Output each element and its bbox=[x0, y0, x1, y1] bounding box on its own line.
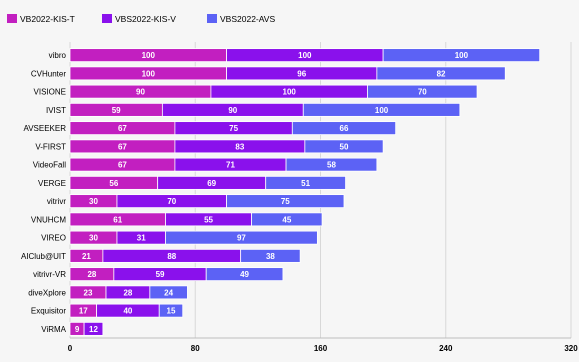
category-label: vitrivr-VR bbox=[33, 270, 66, 279]
bar-segment bbox=[304, 139, 384, 154]
data-label: 45 bbox=[282, 215, 291, 224]
bar-segment bbox=[265, 175, 346, 190]
category-label: CVHunter bbox=[31, 69, 66, 78]
x-tick-label: 80 bbox=[191, 344, 200, 353]
data-label: 56 bbox=[109, 179, 118, 188]
category-label: Exquisitor bbox=[31, 307, 66, 316]
data-label: 15 bbox=[167, 307, 176, 316]
data-label: 97 bbox=[237, 234, 246, 243]
data-label: 55 bbox=[204, 215, 213, 224]
data-label: 70 bbox=[167, 197, 176, 206]
data-label: 12 bbox=[89, 325, 98, 334]
data-label: 28 bbox=[123, 288, 132, 297]
legend-swatch bbox=[207, 14, 217, 23]
data-label: 17 bbox=[79, 307, 88, 316]
category-label: VISIONE bbox=[34, 88, 66, 97]
category-label: vibro bbox=[49, 51, 67, 60]
bar-segment bbox=[376, 66, 506, 81]
bar-segment bbox=[226, 194, 345, 209]
category-label: VIREO bbox=[41, 234, 66, 243]
category-label: V-FIRST bbox=[35, 142, 66, 151]
bar-segment bbox=[158, 303, 184, 318]
data-label: 100 bbox=[283, 88, 297, 97]
legend-swatch bbox=[102, 14, 112, 23]
category-label: ViRMA bbox=[41, 325, 66, 334]
category-label: VideoFall bbox=[33, 161, 66, 170]
data-label: 90 bbox=[228, 106, 237, 115]
data-label: 71 bbox=[226, 161, 235, 170]
data-label: 67 bbox=[118, 142, 127, 151]
data-label: 67 bbox=[118, 161, 127, 170]
category-label: IVIST bbox=[46, 106, 66, 115]
bar-segment bbox=[149, 285, 188, 300]
category-label: VERGE bbox=[38, 179, 66, 188]
data-label: 58 bbox=[327, 161, 336, 170]
data-label: 40 bbox=[123, 307, 132, 316]
bar-segment bbox=[302, 102, 461, 117]
data-label: 24 bbox=[164, 288, 173, 297]
data-label: 96 bbox=[297, 69, 306, 78]
data-label: 50 bbox=[340, 142, 349, 151]
legend-label: VB2022-KIS-T bbox=[20, 14, 75, 24]
data-label: 23 bbox=[84, 288, 93, 297]
data-label: 21 bbox=[82, 252, 91, 261]
data-label: 100 bbox=[142, 51, 156, 60]
bar-segment bbox=[83, 321, 104, 336]
category-label: vitrivr bbox=[47, 197, 66, 206]
data-label: 49 bbox=[240, 270, 249, 279]
data-label: 83 bbox=[235, 142, 244, 151]
data-label: 59 bbox=[156, 270, 165, 279]
x-tick-label: 320 bbox=[564, 344, 578, 353]
bar-segment bbox=[205, 267, 284, 282]
bar-segment bbox=[285, 157, 378, 172]
data-label: 30 bbox=[89, 197, 98, 206]
data-label: 30 bbox=[89, 234, 98, 243]
data-label: 75 bbox=[281, 197, 290, 206]
x-tick-label: 160 bbox=[314, 344, 328, 353]
data-label: 38 bbox=[266, 252, 275, 261]
data-label: 100 bbox=[142, 69, 156, 78]
data-label: 69 bbox=[207, 179, 216, 188]
data-label: 67 bbox=[118, 124, 127, 133]
legend-label: VBS2022-KIS-V bbox=[115, 14, 176, 24]
x-tick-label: 0 bbox=[68, 344, 73, 353]
data-label: 75 bbox=[229, 124, 238, 133]
data-label: 28 bbox=[87, 270, 96, 279]
bar-segment bbox=[251, 212, 323, 227]
data-label: 9 bbox=[75, 325, 80, 334]
data-label: 66 bbox=[340, 124, 349, 133]
data-label: 51 bbox=[301, 179, 310, 188]
category-label: AVSEEKER bbox=[23, 124, 66, 133]
legend-swatch bbox=[7, 14, 17, 23]
data-label: 82 bbox=[437, 69, 446, 78]
data-label: 61 bbox=[113, 215, 122, 224]
data-label: 100 bbox=[455, 51, 469, 60]
category-label: diveXplore bbox=[28, 288, 66, 297]
bar-segment bbox=[240, 248, 301, 263]
data-label: 31 bbox=[137, 234, 146, 243]
bar-segment bbox=[382, 48, 541, 63]
bar-segment bbox=[367, 84, 478, 99]
data-label: 100 bbox=[298, 51, 312, 60]
data-label: 88 bbox=[167, 252, 176, 261]
bar-segment bbox=[165, 230, 318, 245]
bar-segment bbox=[291, 121, 397, 136]
x-tick-label: 240 bbox=[439, 344, 453, 353]
category-label: AIClub@UIT bbox=[21, 252, 66, 261]
data-label: 90 bbox=[136, 88, 145, 97]
category-label: VNUHCM bbox=[31, 215, 66, 224]
legend-label: VBS2022-AVS bbox=[220, 14, 275, 24]
data-label: 59 bbox=[112, 106, 121, 115]
data-label: 70 bbox=[418, 88, 427, 97]
data-label: 100 bbox=[375, 106, 389, 115]
